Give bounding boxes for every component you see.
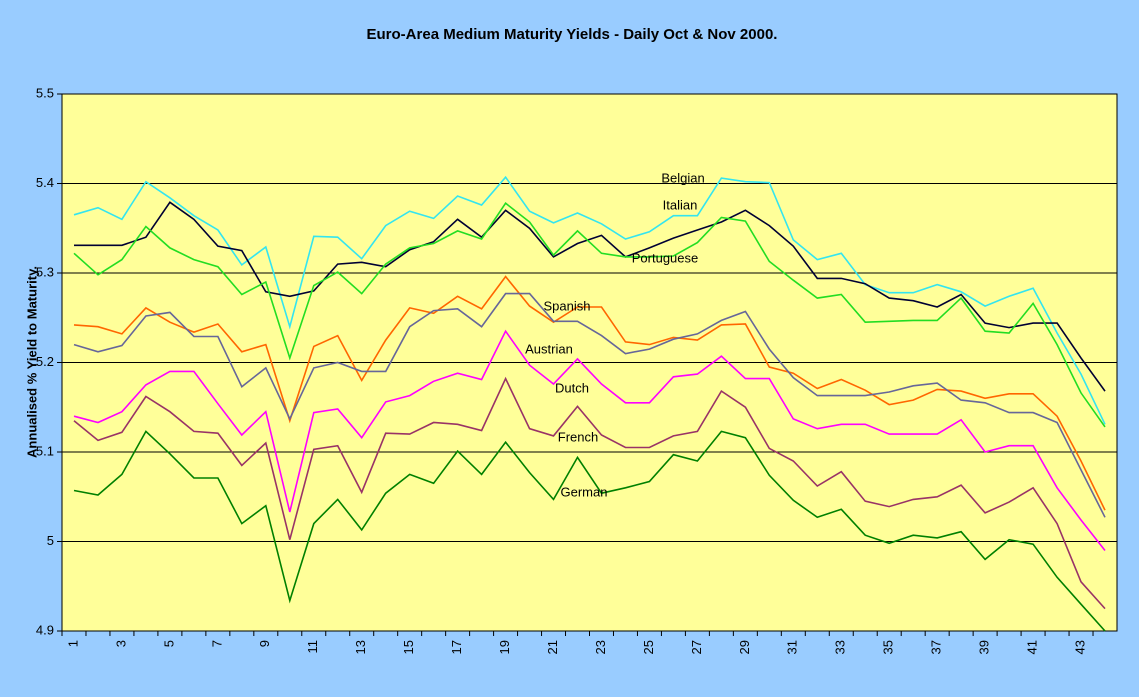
- series-label: Belgian: [661, 170, 704, 185]
- series-line: [73, 430, 1106, 632]
- x-tick-label: 17: [449, 640, 464, 654]
- series-line: [73, 175, 1106, 425]
- chart-title: Euro-Area Medium Maturity Yields - Daily…: [367, 26, 778, 43]
- series-label: Austrian: [525, 341, 573, 356]
- series-label: French: [558, 429, 598, 444]
- x-tick-label: 1: [65, 640, 80, 647]
- y-tick-label: 5: [47, 533, 54, 548]
- series-label: Italian: [663, 197, 698, 212]
- x-tick-label: 29: [737, 640, 752, 654]
- series-label: Spanish: [544, 298, 591, 313]
- x-tick-label: 35: [881, 640, 896, 654]
- series-label: German: [561, 484, 608, 499]
- series-line: [73, 329, 1106, 551]
- series-line: [73, 202, 1106, 428]
- series-line: [73, 275, 1106, 511]
- x-tick-label: 23: [593, 640, 608, 654]
- x-tick-label: 11: [305, 640, 320, 654]
- x-tick-label: 37: [929, 640, 944, 654]
- x-tick-label: 7: [209, 640, 224, 647]
- x-tick-label: 9: [257, 640, 272, 647]
- x-tick-label: 3: [113, 640, 128, 647]
- y-tick-label: 4.9: [36, 622, 54, 637]
- series-line: [74, 201, 1106, 392]
- y-tick-label: 5.5: [36, 85, 54, 100]
- series-line: [73, 292, 1106, 518]
- x-tick-label: 19: [497, 640, 512, 654]
- x-tick-label: 41: [1025, 640, 1040, 654]
- x-tick-label: 5: [161, 640, 176, 647]
- y-tick-label: 5.3: [36, 264, 54, 279]
- x-tick-label: 13: [353, 640, 368, 654]
- series-label: Dutch: [555, 380, 589, 395]
- x-tick-label: 31: [785, 640, 800, 654]
- y-tick-label: 5.1: [36, 443, 54, 458]
- x-tick-label: 27: [689, 640, 704, 654]
- x-tick-label: 39: [977, 640, 992, 654]
- x-tick-label: 33: [833, 640, 848, 654]
- x-tick-label: 15: [401, 640, 416, 654]
- x-tick-label: 43: [1072, 640, 1087, 654]
- y-axis-title: Annualised % Yield to Maturity.: [24, 266, 39, 458]
- series-line: [73, 376, 1106, 610]
- x-tick-label: 21: [545, 640, 560, 654]
- y-tick-label: 5.4: [36, 175, 54, 190]
- series-label: Portuguese: [632, 250, 699, 265]
- x-tick-label: 25: [641, 640, 656, 654]
- y-tick-label: 5.2: [36, 354, 54, 369]
